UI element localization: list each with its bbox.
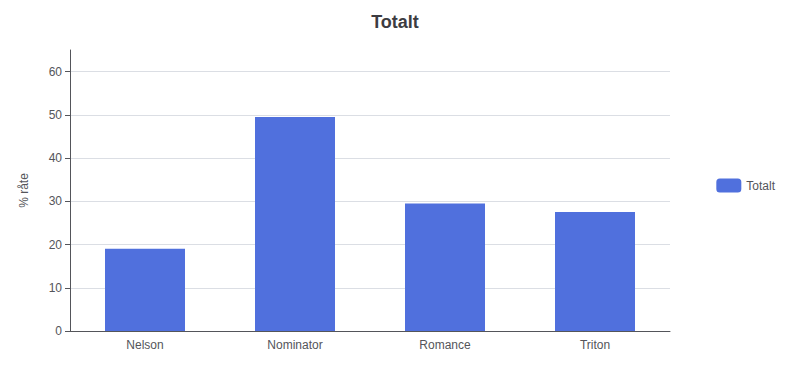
svg-text:30: 30 [49,194,63,208]
svg-text:Nominator: Nominator [267,338,322,352]
svg-text:% råte: % råte [17,173,31,208]
svg-text:20: 20 [49,238,63,252]
svg-text:50: 50 [49,108,63,122]
svg-text:Nelson: Nelson [126,338,163,352]
svg-text:10: 10 [49,281,63,295]
svg-text:Romance: Romance [419,338,471,352]
svg-text:Totalt: Totalt [746,179,775,193]
svg-text:60: 60 [49,65,63,79]
svg-text:Totalt: Totalt [371,12,419,32]
svg-text:40: 40 [49,151,63,165]
svg-text:0: 0 [55,324,62,338]
svg-text:Triton: Triton [580,338,610,352]
